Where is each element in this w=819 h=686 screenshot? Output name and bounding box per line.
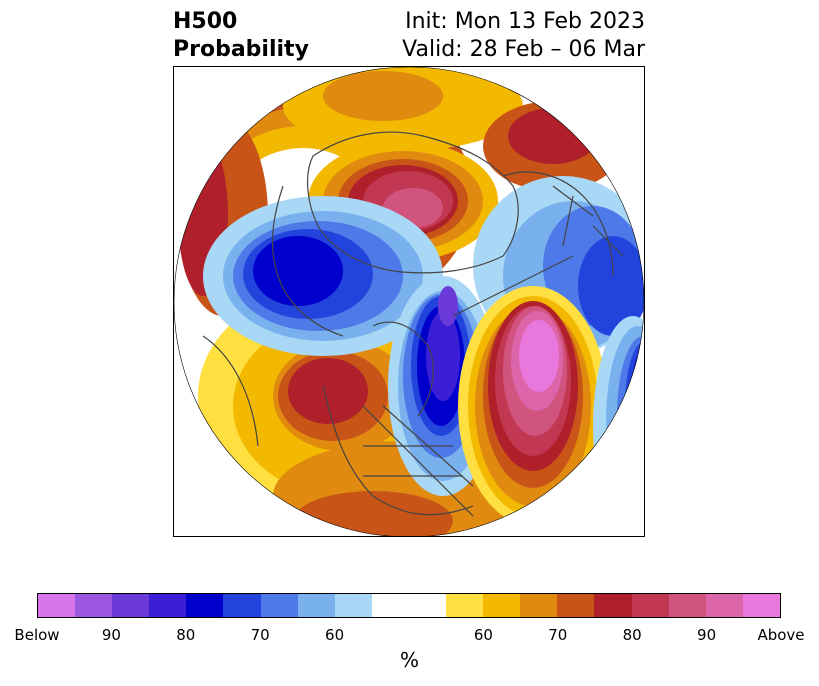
- anomaly-field: [174, 67, 644, 537]
- colorbar-tick-label: Above: [757, 626, 805, 644]
- atlantic-high: [458, 286, 608, 526]
- colorbar-tick-label: 80: [622, 626, 642, 644]
- colorbar-tick-labels: Below 90 80 70 60 60 70 80 90 Above: [14, 626, 804, 646]
- init-date: Init: Mon 13 Feb 2023: [405, 9, 645, 34]
- colorbar-segment: [334, 594, 372, 617]
- colorbar-tick-label: 70: [250, 626, 270, 644]
- colorbar-tick-label: 60: [325, 626, 345, 644]
- colorbar-segment: [668, 594, 706, 617]
- colorbar-segment: [594, 594, 632, 617]
- colorbar-segment: [371, 594, 447, 617]
- colorbar-segment: [75, 594, 113, 617]
- colorbar-tick-label: 80: [176, 626, 196, 644]
- title-quantity: Probability: [173, 37, 309, 62]
- colorbar-segment: [446, 594, 484, 617]
- colorbar-segment: [557, 594, 595, 617]
- colorbar-segment: [38, 594, 76, 617]
- colorbar-tick-label: 60: [473, 626, 493, 644]
- colorbar-tick-label: 90: [697, 626, 717, 644]
- title-left: H500 Probability: [173, 8, 309, 64]
- colorbar-segment: [186, 594, 224, 617]
- pacific-high: [273, 341, 413, 451]
- map-frame: [173, 66, 645, 537]
- colorbar-segment: [520, 594, 558, 617]
- colorbar-segment: [483, 594, 521, 617]
- colorbar-segment: [742, 594, 780, 617]
- colorbar-segment: [223, 594, 261, 617]
- colorbar-segment: [631, 594, 669, 617]
- colorbar-tick-label: Below: [14, 626, 60, 644]
- colorbar-segment: [149, 594, 187, 617]
- colorbar-segment: [112, 594, 150, 617]
- colorbar-tick-label: 70: [548, 626, 568, 644]
- title-right: Init: Mon 13 Feb 2023 Valid: 28 Feb – 06…: [402, 8, 645, 64]
- probability-map: [173, 66, 645, 537]
- valid-range: Valid: 28 Feb – 06 Mar: [402, 37, 645, 62]
- coastlines: [202, 131, 624, 517]
- colorbar-segment: [260, 594, 298, 617]
- colorbar-segment: [297, 594, 335, 617]
- colorbar-tick-label: 90: [101, 626, 121, 644]
- title-variable: H500: [173, 9, 238, 34]
- colorbar-unit-label: %: [399, 648, 419, 672]
- colorbar-segment: [705, 594, 743, 617]
- colorbar: [37, 593, 781, 618]
